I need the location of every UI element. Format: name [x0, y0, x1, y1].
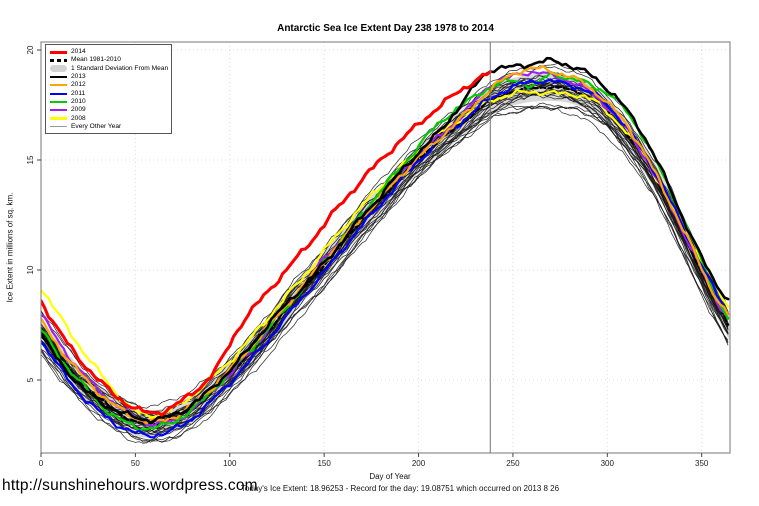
legend-swatch-icon [50, 50, 67, 54]
legend-item-2009: 2009 [50, 106, 169, 114]
legend-item-2014: 2014 [50, 48, 169, 56]
legend-label: 2014 [71, 48, 86, 56]
legend-label: 2010 [71, 97, 86, 105]
legend-item-mean-1981-2010: Mean 1981-2010 [50, 56, 169, 64]
legend: 2014 Mean 1981-2010 1 Standard Deviation F… [45, 44, 172, 134]
x-axis-label: Day of Year [369, 472, 411, 481]
legend-label: Mean 1981-2010 [71, 56, 121, 64]
background-year-line [41, 102, 729, 443]
legend-label: 2013 [71, 73, 86, 81]
y-tick-label: 15 [26, 155, 35, 164]
x-tick-label: 100 [223, 459, 237, 468]
x-tick-label: 300 [601, 459, 615, 468]
x-tick-label: 150 [317, 459, 331, 468]
background-year-line [41, 103, 729, 435]
chart-title: Antarctic Sea Ice Extent Day 238 1978 to… [277, 23, 494, 34]
series-line-2008 [41, 88, 730, 419]
url-watermark: http://sunshinehours.wordpress.com [2, 477, 258, 494]
series-line-2011 [41, 78, 730, 439]
series-line-2010 [41, 71, 730, 432]
legend-label: 2008 [71, 114, 86, 122]
legend-swatch-icon [50, 75, 67, 79]
legend-item-2011: 2011 [50, 89, 169, 97]
y-tick-label: 10 [26, 265, 35, 274]
axis-ticks: 0 50 100 150 200 250 300 350 5 10 15 20 [26, 45, 709, 468]
legend-item-2008: 2008 [50, 114, 169, 122]
legend-swatch-icon [50, 59, 67, 62]
legend-swatch-icon [50, 117, 67, 120]
legend-item-2013: 2013 [50, 73, 169, 81]
legend-label: Every Other Year [71, 122, 122, 130]
legend-swatch-icon [50, 84, 67, 87]
legend-swatch-icon [50, 65, 67, 73]
series-line-2014 [41, 70, 492, 417]
legend-swatch-icon [50, 100, 67, 104]
curves [41, 56, 730, 444]
legend-label: 2012 [71, 81, 86, 89]
x-tick-label: 250 [506, 459, 520, 468]
x-tick-label: 200 [412, 459, 426, 468]
series-line-2013 [41, 56, 730, 425]
legend-label: 2011 [71, 89, 86, 97]
legend-item-1-standard-deviation-from-mean: 1 Standard Deviation From Mean [50, 65, 169, 73]
plot-border [40, 41, 731, 454]
legend-item-2012: 2012 [50, 81, 169, 89]
y-tick-label: 20 [26, 45, 35, 54]
background-year-line [41, 94, 729, 435]
legend-label: 2009 [71, 106, 86, 114]
x-tick-label: 0 [39, 459, 44, 468]
legend-swatch-icon [50, 92, 67, 95]
footer-note: Today's Ice Extent: 18.96253 - Record fo… [240, 484, 560, 493]
y-tick-label: 5 [26, 377, 35, 382]
legend-item-every-other-year: Every Other Year [50, 123, 169, 131]
legend-label: 1 Standard Deviation From Mean [71, 64, 169, 72]
x-tick-label: 50 [131, 459, 140, 468]
x-tick-label: 350 [695, 459, 709, 468]
legend-item-2010: 2010 [50, 98, 169, 106]
legend-swatch-icon [50, 109, 67, 112]
legend-swatch-icon [50, 126, 67, 128]
background-year-line [41, 82, 729, 430]
